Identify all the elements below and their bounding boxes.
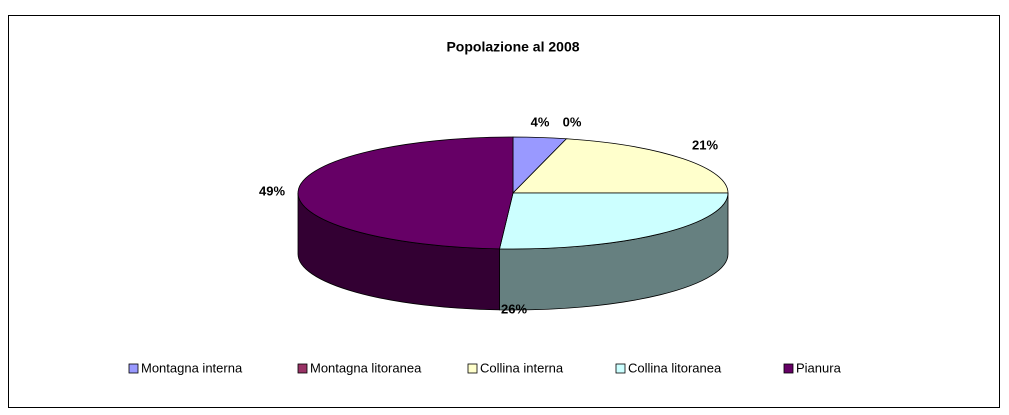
legend-label: Pianura xyxy=(796,360,842,375)
legend-swatch xyxy=(128,363,139,374)
data-label: 0% xyxy=(563,114,582,129)
data-label: 21% xyxy=(692,137,718,152)
data-label: 26% xyxy=(501,301,527,316)
legend-label: Collina interna xyxy=(480,360,564,375)
legend-swatch xyxy=(783,363,794,374)
chart-title: Popolazione al 2008 xyxy=(446,39,579,55)
legend-label: Montagna litoranea xyxy=(310,360,422,375)
legend-label: Montagna interna xyxy=(141,360,243,375)
legend-swatch xyxy=(467,363,478,374)
legend-swatch xyxy=(297,363,308,374)
legend-label: Collina litoranea xyxy=(628,360,722,375)
pie-slice xyxy=(297,136,514,250)
data-label: 4% xyxy=(531,114,550,129)
pie-slice xyxy=(512,138,729,194)
data-label: 49% xyxy=(259,183,285,198)
pie-slice xyxy=(498,192,729,250)
legend-swatch xyxy=(615,363,626,374)
